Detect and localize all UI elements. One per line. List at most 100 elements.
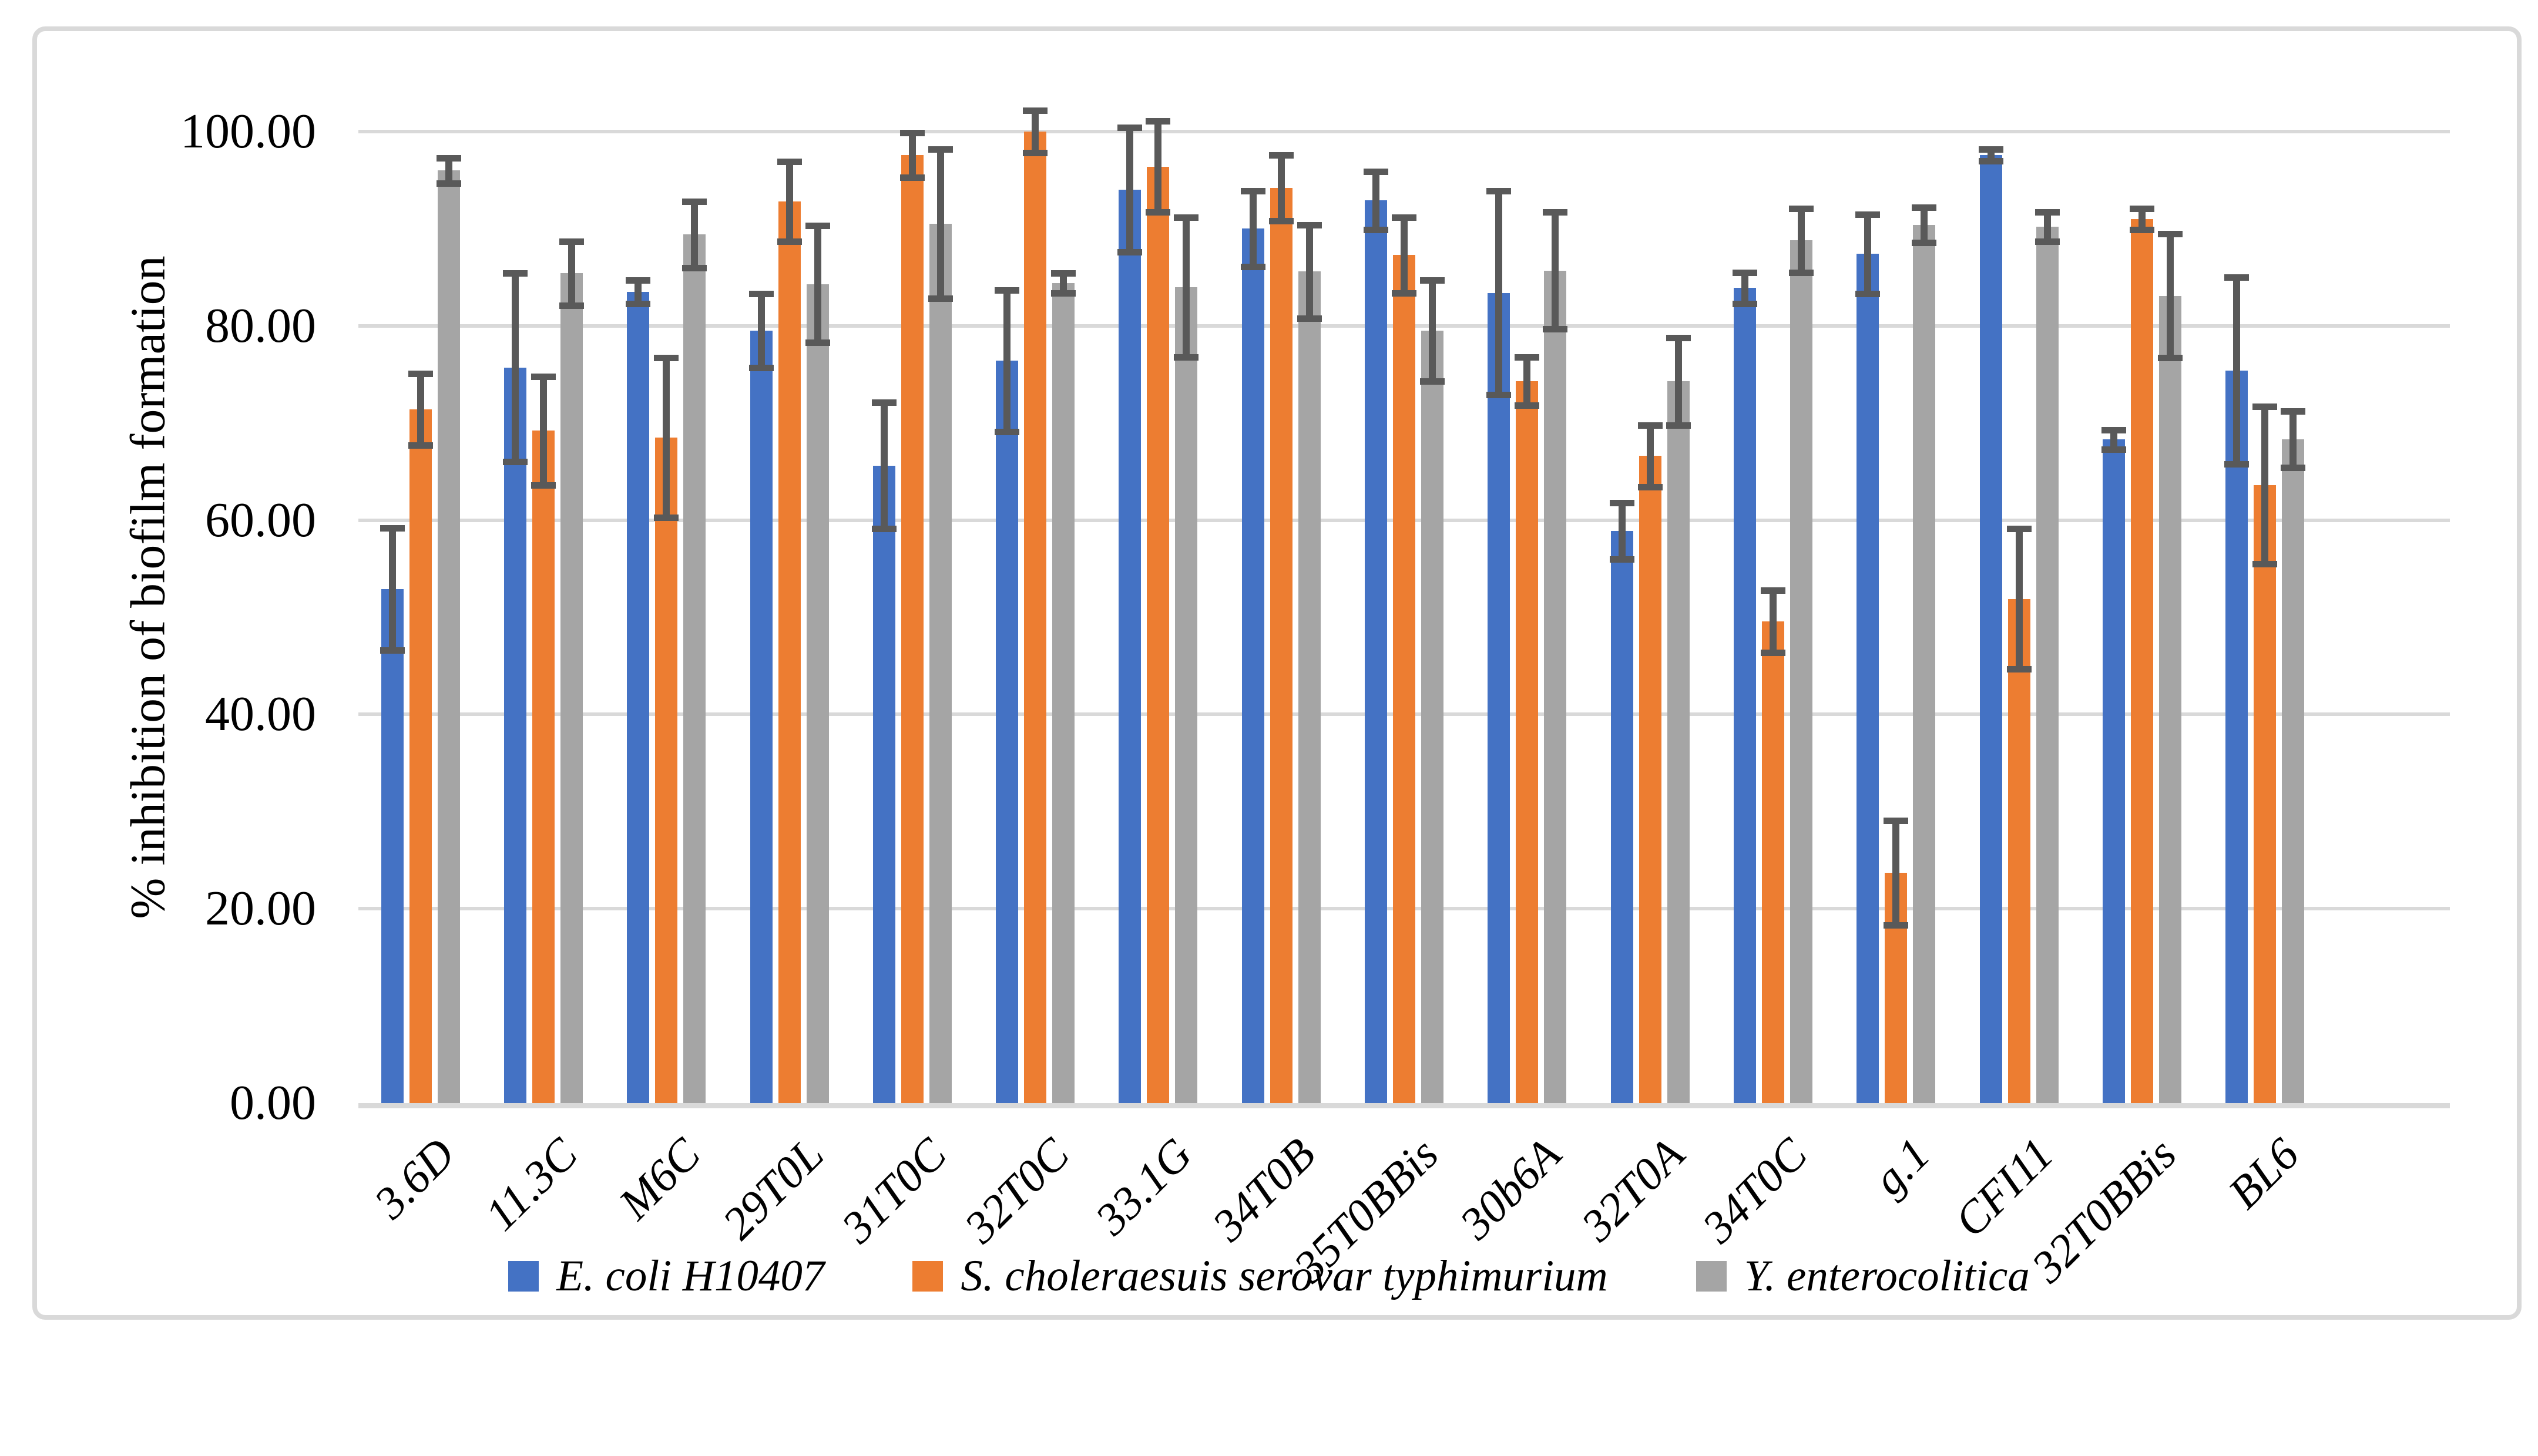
bar-33.1G-series1: [1119, 190, 1142, 1103]
error-bar: [388, 527, 396, 651]
error-bar-cap: [531, 482, 556, 489]
error-bar-cap: [380, 524, 405, 532]
error-bar-cap: [1023, 107, 1048, 114]
error-bar-cap: [1051, 270, 1076, 277]
error-bar-cap: [2224, 274, 2250, 281]
error-bar-cap: [1788, 269, 1814, 276]
gridline: [358, 130, 2450, 133]
error-bar-cap: [1609, 556, 1634, 563]
error-bar: [1618, 502, 1626, 559]
error-bar: [2289, 411, 2297, 468]
y-tick-label: 80.00: [205, 298, 316, 353]
legend-swatch: [912, 1261, 944, 1292]
chart-figure: % inhibition of biofilm formation 0.00 20…: [0, 26, 2538, 1320]
error-bar-cap: [1420, 277, 1445, 284]
error-bar-cap: [1543, 325, 1568, 332]
error-bar-cap: [805, 339, 830, 346]
legend-item: E. coli H10407: [508, 1251, 824, 1302]
error-bar-cap: [871, 399, 897, 406]
error-bar-cap: [1978, 146, 2003, 153]
bar-32T0C-series3: [1052, 283, 1075, 1103]
error-bar-cap: [1174, 354, 1199, 361]
error-bar: [511, 273, 519, 462]
error-bar-cap: [654, 355, 679, 362]
error-bar: [1741, 272, 1748, 304]
error-bar-cap: [502, 270, 528, 277]
error-bar: [814, 226, 821, 342]
error-bar: [1277, 154, 1285, 221]
error-bar-cap: [1912, 204, 1937, 211]
error-bar-cap: [436, 154, 461, 162]
error-bar: [880, 402, 888, 529]
error-bar-cap: [1174, 214, 1199, 221]
error-bar: [539, 376, 547, 486]
error-bar-cap: [1117, 249, 1143, 256]
error-bar: [2043, 212, 2051, 241]
y-tick-label: 100.00: [180, 104, 316, 159]
error-bar: [445, 157, 452, 183]
figure-border: [32, 26, 2522, 1320]
error-bar-cap: [1884, 922, 1909, 929]
error-bar-cap: [2157, 230, 2183, 237]
legend-label: Y. enterocolitica: [1744, 1252, 2030, 1300]
bar-29T0L-series3: [806, 284, 829, 1103]
error-bar: [2138, 208, 2146, 230]
error-bar: [785, 162, 793, 241]
error-bar-cap: [1392, 214, 1417, 221]
bar-11.3C-series3: [560, 273, 583, 1103]
error-bar-cap: [1486, 187, 1512, 194]
error-bar-cap: [1855, 211, 1881, 218]
bar-31T0C-series1: [872, 465, 895, 1103]
error-bar: [1552, 212, 1559, 329]
error-bar-cap: [408, 442, 433, 449]
error-bar-cap: [1978, 157, 2003, 164]
bar-30b6A-series3: [1544, 270, 1567, 1103]
error-bar: [1032, 110, 1039, 153]
bar-33.1G-series3: [1175, 287, 1198, 1103]
error-bar-cap: [1515, 354, 1540, 361]
error-bar: [634, 280, 642, 304]
error-bar: [1372, 171, 1380, 230]
bar-32T0A-series1: [1610, 530, 1633, 1103]
error-bar: [2015, 529, 2023, 669]
error-bar-cap: [2224, 460, 2250, 468]
bar-34T0C-series1: [1733, 288, 1756, 1103]
y-tick-label: 0.00: [230, 1075, 316, 1130]
error-bar-cap: [1146, 209, 1171, 216]
error-bar-cap: [502, 459, 528, 466]
bar-34T0B-series1: [1241, 228, 1264, 1103]
bar-BL6-series3: [2282, 439, 2305, 1103]
error-bar-cap: [1364, 168, 1389, 175]
error-bar-cap: [1666, 422, 1691, 429]
error-bar-cap: [2006, 526, 2032, 533]
bar-32T0A-series2: [1639, 456, 1661, 1103]
error-bar-cap: [1364, 227, 1389, 234]
legend: E. coli H10407 S. choleraesuis serovar ty…: [0, 1251, 2538, 1302]
error-bar-cap: [1760, 649, 1785, 656]
bar-CFI11-series2: [2007, 598, 2030, 1103]
legend-swatch: [1696, 1261, 1727, 1292]
error-bar-cap: [1146, 117, 1171, 125]
error-bar: [2110, 429, 2117, 449]
error-bar-cap: [928, 295, 953, 302]
error-bar-cap: [2035, 209, 2060, 216]
error-bar-cap: [899, 129, 925, 136]
error-bar: [1003, 290, 1011, 432]
legend-item: S. choleraesuis serovar typhimurium: [912, 1251, 1608, 1302]
error-bar: [757, 294, 765, 368]
bar-3.6D-series3: [437, 170, 460, 1103]
error-bar-cap: [2006, 665, 2032, 672]
error-bar-cap: [1732, 300, 1757, 307]
error-bar-cap: [777, 238, 802, 245]
error-bar: [568, 241, 575, 306]
error-bar: [1674, 337, 1682, 425]
bar-BL6-series2: [2254, 485, 2277, 1103]
bar-3.6D-series1: [381, 589, 404, 1103]
bar-g.1-series3: [1913, 224, 1936, 1103]
error-bar-cap: [805, 223, 830, 230]
y-tick-label: 60.00: [205, 492, 316, 547]
error-bar-cap: [559, 238, 584, 245]
error-bar-cap: [1297, 315, 1322, 322]
bar-29T0L-series2: [778, 201, 801, 1103]
x-axis-line: [358, 1103, 2450, 1108]
